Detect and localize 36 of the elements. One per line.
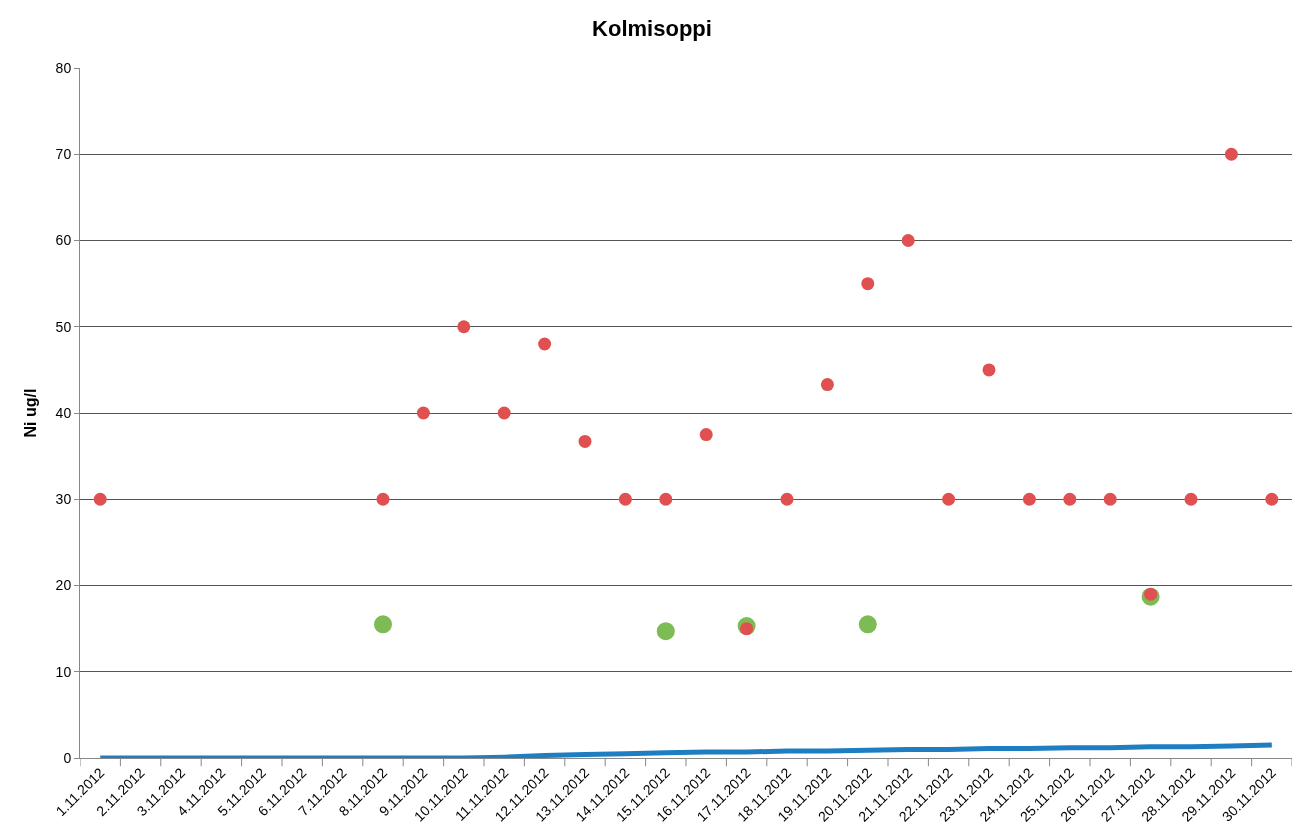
point bbox=[861, 277, 875, 291]
point bbox=[699, 428, 713, 442]
y-tick-label: 70 bbox=[55, 146, 72, 163]
point bbox=[1103, 492, 1117, 506]
y-tick-label: 20 bbox=[55, 577, 72, 594]
point bbox=[497, 406, 511, 420]
y-tick-label: 10 bbox=[55, 663, 72, 680]
point bbox=[1224, 147, 1238, 161]
y-tick-label: 60 bbox=[55, 232, 72, 249]
point bbox=[416, 406, 430, 420]
y-tick-label: 0 bbox=[63, 749, 72, 766]
chart-title: Kolmisoppi bbox=[592, 16, 712, 42]
point bbox=[1184, 492, 1198, 506]
point bbox=[982, 363, 996, 377]
y-tick-label: 50 bbox=[55, 318, 72, 335]
point bbox=[1063, 492, 1077, 506]
point bbox=[820, 378, 834, 392]
y-tick-label: 80 bbox=[55, 59, 72, 76]
point bbox=[618, 492, 632, 506]
point bbox=[901, 234, 915, 247]
y-axis-title: Ni ug/l bbox=[21, 388, 39, 438]
point bbox=[780, 492, 794, 506]
point bbox=[376, 492, 390, 506]
point bbox=[538, 337, 552, 351]
point bbox=[858, 615, 877, 634]
point bbox=[578, 434, 592, 448]
point bbox=[942, 492, 956, 506]
point bbox=[457, 320, 471, 334]
y-tick-label: 40 bbox=[55, 404, 72, 421]
point bbox=[1265, 492, 1279, 506]
point bbox=[1022, 492, 1036, 506]
point bbox=[374, 615, 392, 634]
y-tick-label: 30 bbox=[55, 491, 72, 508]
point bbox=[656, 622, 675, 641]
point bbox=[659, 492, 673, 506]
point bbox=[93, 492, 107, 506]
